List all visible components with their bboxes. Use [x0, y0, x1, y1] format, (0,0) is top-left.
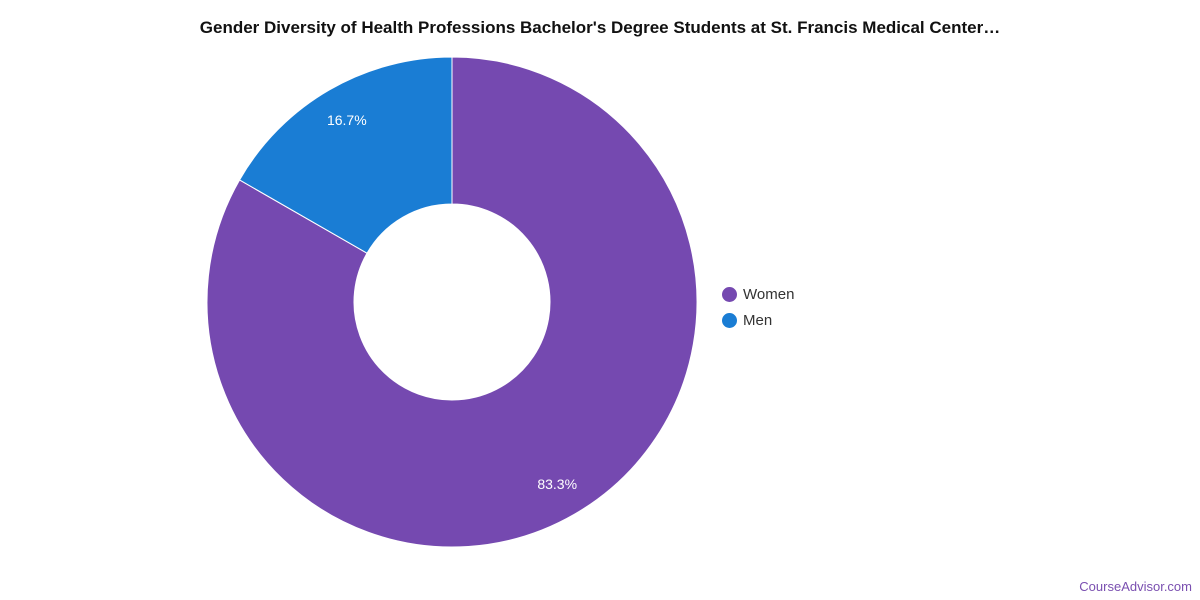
chart-title: Gender Diversity of Health Professions B…: [199, 18, 1001, 37]
legend-item-women[interactable]: Women: [722, 281, 794, 307]
legend-swatch: [722, 286, 737, 302]
legend: Women Men: [722, 281, 794, 333]
legend-label: Men: [743, 311, 773, 329]
data-label: 16.7%: [327, 112, 367, 128]
data-label: 83.3%: [537, 476, 577, 492]
legend-swatch: [722, 312, 737, 328]
slice-women[interactable]: [206, 56, 698, 548]
credit-link[interactable]: CourseAdvisor.com: [1079, 579, 1192, 594]
slice-men[interactable]: [238, 56, 453, 254]
legend-label: Women: [743, 285, 795, 303]
legend-item-men[interactable]: Men: [722, 307, 794, 333]
